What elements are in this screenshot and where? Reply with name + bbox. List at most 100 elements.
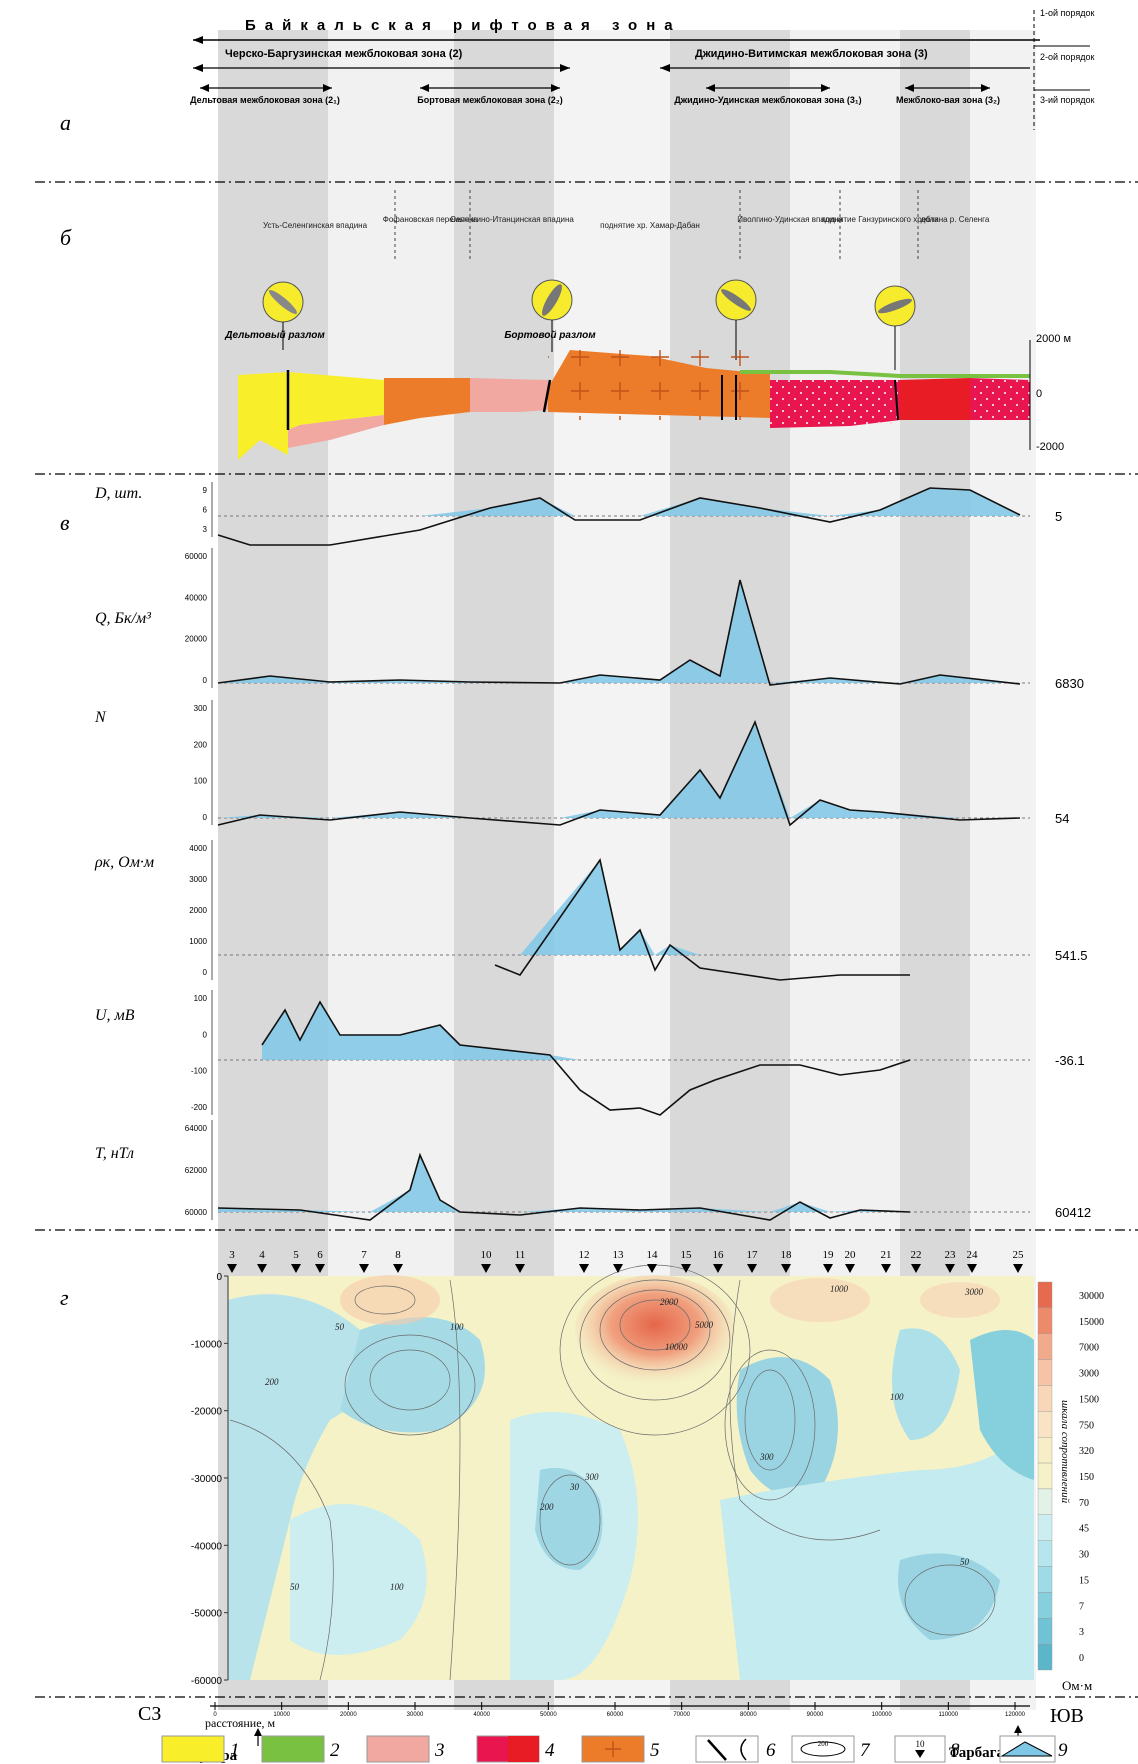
- nw-label: СЗ: [138, 1703, 161, 1725]
- stereonet-icon: [874, 285, 916, 370]
- stereonet-icon: [715, 279, 757, 360]
- scale-swatch: [1037, 1618, 1053, 1645]
- zone-3-2-label: Межблоко-вая зона (3₂): [896, 95, 1000, 105]
- zone-3-label: Джидино-Витимская межблоковая зона (3): [695, 48, 928, 60]
- profile-tick-label: 60000: [185, 552, 208, 561]
- legend-swatch: [366, 1735, 430, 1763]
- station-marker: [911, 1264, 921, 1273]
- station-marker: [713, 1264, 723, 1273]
- geological-section: [238, 340, 1031, 460]
- section-axis-mid: 0: [1036, 388, 1042, 400]
- scale-swatch: [1037, 1514, 1053, 1541]
- station-number: 16: [713, 1249, 725, 1261]
- legend-number: 7: [860, 1740, 871, 1761]
- stereonet-icon: [531, 279, 573, 352]
- station-marker: [781, 1264, 791, 1273]
- station-number: 4: [259, 1249, 265, 1261]
- structure-label-4: поднятие хр. Хамар-Дабан: [600, 221, 700, 230]
- station-number: 11: [515, 1249, 526, 1261]
- distance-tick-label: 30000: [407, 1712, 424, 1718]
- contour-label: 30: [569, 1482, 580, 1492]
- legend-swatch: [161, 1735, 225, 1763]
- contour-label: 50: [335, 1322, 345, 1332]
- resistivity-scale: 3000015000700030001500750320150704530157…: [1037, 1281, 1104, 1671]
- distance-tick-label: 10000: [273, 1712, 290, 1718]
- scale-value: 70: [1079, 1498, 1089, 1509]
- panel-a-header: Байкальская рифтовая зона 1-ой порядок 2…: [190, 8, 1094, 130]
- stereonet-icon: [262, 281, 304, 350]
- scale-value: 7: [1079, 1601, 1084, 1612]
- legend-sample-contour: 200: [818, 1740, 829, 1748]
- zone-2-2-label: Бортовая межблоковая зона (2₂): [417, 95, 562, 105]
- scale-swatch: [1037, 1436, 1053, 1464]
- station-marker: [257, 1264, 267, 1273]
- contour-label: 200: [540, 1502, 554, 1512]
- contour-label: 50: [960, 1557, 970, 1567]
- station-marker: [359, 1264, 369, 1273]
- depth-tick-label: -60000: [191, 1676, 223, 1687]
- station-marker: [227, 1264, 237, 1273]
- legend-number: 6: [766, 1740, 776, 1761]
- profile-tick-label: 200: [194, 740, 208, 749]
- scale-swatch: [1037, 1566, 1053, 1593]
- contour-label: 10000: [665, 1342, 688, 1352]
- scale-value: 0: [1079, 1653, 1084, 1664]
- fault-label-2: Бортовой разлом: [504, 330, 596, 341]
- station-number: 8: [395, 1249, 401, 1261]
- profile-curve: [217, 579, 1021, 686]
- distance-axis: 0 10000 20000 30000 40000 50000 60000 70000 8000…: [210, 1702, 1030, 1718]
- legend-item-8: 10 8: [894, 1735, 960, 1763]
- profile-tick-label: 20000: [185, 635, 208, 644]
- distance-tick-label: 40000: [473, 1712, 490, 1718]
- profile-tick-label: 40000: [185, 593, 208, 602]
- station-marker: [515, 1264, 525, 1273]
- station-number: 15: [681, 1249, 693, 1261]
- distance-tick-label: 120000: [1005, 1712, 1026, 1718]
- profile-tick-label: 1000: [189, 937, 207, 946]
- distance-tick-label: 60000: [607, 1712, 624, 1718]
- profile-tick-label: 3: [203, 525, 208, 534]
- station-marker: [579, 1264, 589, 1273]
- contour-label: 1000: [830, 1284, 849, 1294]
- scale-title: шкала сопротивлений: [1059, 1400, 1071, 1504]
- station-number: 20: [845, 1249, 857, 1261]
- legend-swatch: [800, 1741, 846, 1757]
- scale-unit: Ом·м: [1062, 1678, 1092, 1693]
- profile-tick-label: 0: [203, 1030, 208, 1039]
- scale-swatch: [1037, 1333, 1053, 1360]
- scale-swatch: [1037, 1540, 1053, 1567]
- scale-value: 30000: [1079, 1291, 1104, 1302]
- profile-tick-label: 4000: [189, 844, 207, 853]
- panel-letter-v: в: [60, 510, 70, 535]
- legend-number: 2: [330, 1740, 340, 1761]
- station-marker: [613, 1264, 623, 1273]
- stereonets: [262, 279, 916, 370]
- contour-label: 2000: [660, 1297, 679, 1307]
- structures-row: Усть-Селенгинская впадина Фофановская пе…: [263, 190, 990, 260]
- legend-swatch: [695, 1735, 759, 1763]
- station-number: 5: [293, 1249, 299, 1261]
- zone-3-1-label: Джидино-Удинская межблоковая зона (3₁): [674, 95, 861, 105]
- station-number: 14: [647, 1249, 659, 1261]
- station-number: 23: [945, 1249, 957, 1261]
- legend-item-7: 200 7: [791, 1735, 871, 1763]
- contour-label: 300: [759, 1452, 774, 1462]
- depth-tick-label: 0: [216, 1272, 222, 1283]
- distance-tick-label: 100000: [872, 1712, 893, 1718]
- station-number: 7: [361, 1249, 367, 1261]
- legend-number: 1: [230, 1740, 240, 1761]
- profile-tick-label: 60000: [185, 1208, 208, 1217]
- legend-item-6: 6: [695, 1735, 776, 1763]
- profile-curve: [494, 858, 910, 981]
- profile-tick-label: -100: [191, 1067, 208, 1076]
- station-marker: [681, 1264, 691, 1273]
- legend-swatch: [261, 1735, 325, 1763]
- structure-label-3: Селенгино-Итанцинская впадина: [450, 215, 574, 224]
- profile-Q: Q, Бк/м³ 60000 40000 20000 0 6830: [95, 548, 1084, 691]
- profile-label: N: [94, 709, 107, 726]
- structure-label-2: Фофановская перемычка: [383, 215, 478, 224]
- station-marker: [481, 1264, 491, 1273]
- station-markers: 3 4 5 6 7 8 10 11 12 13 14 15 16 17 18 19 20 21 22 23 24 25: [227, 1249, 1024, 1273]
